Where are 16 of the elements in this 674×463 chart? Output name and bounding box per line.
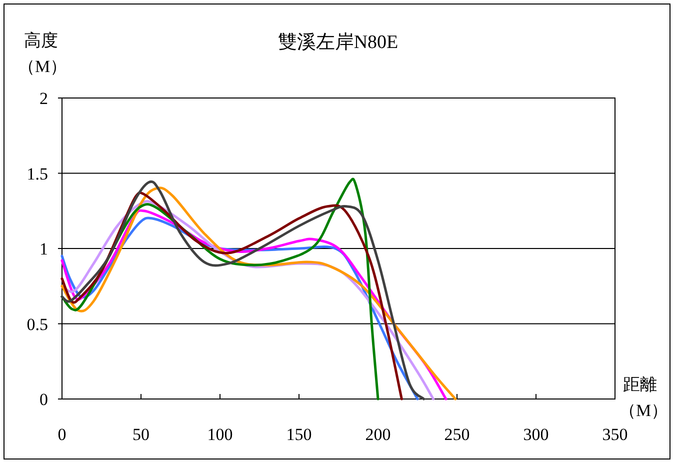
x-tick-label: 0	[58, 425, 66, 444]
y-axis-title: 高度（M）	[18, 31, 68, 76]
x-tick-label: 100	[207, 425, 233, 444]
y-tick-label: 1	[40, 240, 48, 258]
x-tick-label: 300	[523, 425, 549, 444]
x-tick-label: 50	[132, 425, 150, 444]
x-tick-label: 150	[286, 425, 312, 444]
y-tick-label: 0.5	[26, 314, 48, 334]
x-axis-title: 距離（M）	[619, 375, 668, 420]
y-tick-label: 0	[40, 390, 48, 409]
x-tick-label: 250	[444, 425, 470, 444]
x-tick-label: 350	[602, 425, 628, 444]
x-tick-label: 200	[365, 425, 391, 444]
y-tick-label: 2	[40, 89, 48, 108]
y-tick-label: 1.5	[26, 164, 48, 184]
chart-title: 雙溪左岸N80E	[278, 32, 398, 53]
